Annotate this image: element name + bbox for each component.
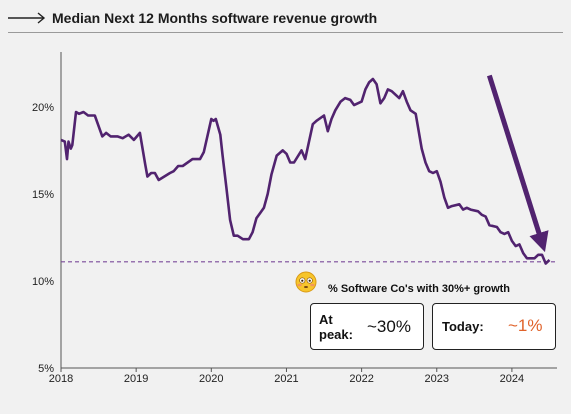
- peak-value: ~30%: [367, 317, 411, 336]
- today-stat-box: Today: ~1%: [432, 303, 556, 350]
- chart-title: Median Next 12 Months software revenue g…: [52, 10, 378, 26]
- flushed-face-icon: [295, 271, 317, 293]
- x-tick-label: 2023: [425, 373, 449, 385]
- y-tick-label: 20%: [32, 102, 54, 114]
- peak-stat-box: At peak: ~30%: [310, 303, 424, 350]
- x-tick-label: 2019: [124, 373, 148, 385]
- title-divider: [8, 32, 563, 33]
- arrow-right-icon: [8, 12, 46, 24]
- x-tick-label: 2024: [500, 373, 524, 385]
- peak-label: At peak:: [319, 312, 353, 342]
- y-tick-label: 10%: [32, 276, 54, 288]
- x-tick-label: 2020: [199, 373, 223, 385]
- x-tick-label: 2021: [274, 373, 298, 385]
- trend-arrow: [486, 74, 549, 253]
- x-tick-label: 2022: [349, 373, 373, 385]
- y-tick-label: 5%: [38, 363, 54, 375]
- y-tick-label: 15%: [32, 189, 54, 201]
- today-label: Today:: [442, 319, 484, 334]
- today-value: ~1%: [508, 316, 543, 335]
- x-tick-label: 2018: [49, 373, 73, 385]
- series-line-0: [60, 77, 551, 265]
- callout-title: % Software Co's with 30%+ growth: [328, 283, 511, 295]
- chart-header: Median Next 12 Months software revenue g…: [0, 6, 571, 32]
